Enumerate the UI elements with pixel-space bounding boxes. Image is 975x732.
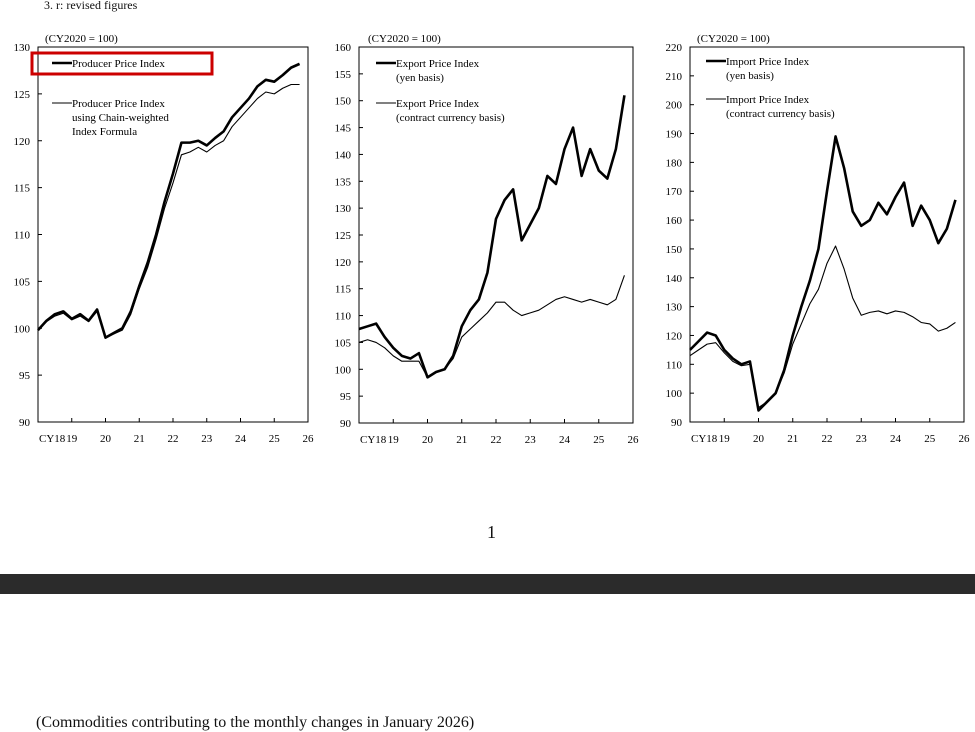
legend-label-2: Import Price Index bbox=[726, 94, 810, 106]
x-tick-label: 22 bbox=[822, 433, 833, 445]
x-tick-label: 26 bbox=[628, 434, 640, 446]
x-tick-label: 23 bbox=[525, 434, 537, 446]
y-tick-label: 100 bbox=[666, 388, 683, 400]
y-tick-label: 90 bbox=[340, 418, 352, 430]
x-tick-label: 19 bbox=[388, 434, 400, 446]
y-tick-label: 115 bbox=[335, 284, 352, 296]
y-tick-label: 145 bbox=[335, 123, 352, 135]
page-number: 1 bbox=[487, 522, 496, 542]
producer-price-index-chart: 90 95 100 105 110 115 120 125 130 CY18 19 20 21 22 23 2… bbox=[14, 33, 315, 445]
legend-label-2: Export Price Index bbox=[396, 98, 480, 110]
legend-label-2: (contract currency basis) bbox=[726, 108, 835, 120]
x-tick-label: 23 bbox=[856, 433, 868, 445]
x-tick-label: 25 bbox=[924, 433, 936, 445]
y-tick-label: 100 bbox=[14, 323, 31, 335]
y-tick-label: 90 bbox=[19, 417, 31, 429]
y-tick-label: 110 bbox=[14, 230, 31, 242]
x-tick-label: CY18 bbox=[360, 434, 387, 446]
x-tick-label: 22 bbox=[168, 433, 179, 445]
x-tick-label: CY18 bbox=[691, 433, 718, 445]
y-tick-label: 120 bbox=[335, 257, 352, 269]
export-price-index-chart: 90 95 100 105 110 115 120 125 130 135 140 145 150 155… bbox=[335, 33, 640, 446]
import-price-index-chart: 90 100 110 120 130 140 150 160 170 180 190 200 210 22… bbox=[666, 33, 971, 445]
y-tick-label: 130 bbox=[666, 302, 683, 314]
highlight-box bbox=[30, 51, 214, 76]
series-line-1 bbox=[358, 95, 626, 379]
y-tick-label: 155 bbox=[335, 69, 352, 81]
x-tick-label: 20 bbox=[422, 434, 434, 446]
y-tick-label: 170 bbox=[666, 186, 683, 198]
y-tick-label: 90 bbox=[671, 417, 683, 429]
y-tick-label: 160 bbox=[666, 215, 683, 227]
legend-label-2: using Chain-weighted bbox=[72, 112, 169, 124]
y-tick-label: 150 bbox=[666, 244, 683, 256]
y-tick-label: 190 bbox=[666, 129, 683, 141]
legend-label-1: (yen basis) bbox=[726, 70, 774, 82]
y-tick-label: 105 bbox=[14, 276, 31, 288]
legend-label-1: Import Price Index bbox=[726, 56, 810, 68]
series-line-2 bbox=[689, 245, 956, 409]
y-tick-label: 95 bbox=[340, 391, 352, 403]
unit-label: (CY2020 = 100) bbox=[368, 33, 441, 45]
legend-label-1: (yen basis) bbox=[396, 72, 444, 84]
y-tick-label: 120 bbox=[14, 136, 31, 148]
x-tick-label: CY18 bbox=[39, 433, 66, 445]
series-line-1 bbox=[689, 135, 957, 412]
legend-label-1: Export Price Index bbox=[396, 58, 480, 70]
x-tick-label: 26 bbox=[959, 433, 971, 445]
x-tick-label: 26 bbox=[303, 433, 315, 445]
y-tick-label: 105 bbox=[335, 337, 352, 349]
y-tick-label: 200 bbox=[666, 100, 683, 112]
y-tick-label: 180 bbox=[666, 157, 683, 169]
y-tick-label: 160 bbox=[335, 42, 352, 54]
legend-label-1: Producer Price Index bbox=[72, 58, 165, 70]
x-tick-label: 22 bbox=[491, 434, 502, 446]
y-tick-label: 130 bbox=[335, 203, 352, 215]
x-tick-label: 24 bbox=[235, 433, 247, 445]
x-tick-label: 20 bbox=[753, 433, 765, 445]
note-revised-figures: 3. r: revised figures bbox=[44, 0, 138, 12]
x-tick-label: 19 bbox=[66, 433, 78, 445]
x-tick-label: 21 bbox=[456, 434, 467, 446]
y-tick-label: 220 bbox=[666, 42, 683, 54]
y-tick-label: 95 bbox=[19, 370, 31, 382]
x-tick-label: 21 bbox=[787, 433, 798, 445]
x-tick-label: 24 bbox=[890, 433, 902, 445]
unit-label: (CY2020 = 100) bbox=[45, 33, 118, 45]
series-line-2 bbox=[37, 83, 300, 339]
x-tick-label: 25 bbox=[593, 434, 605, 446]
y-tick-label: 115 bbox=[14, 183, 31, 195]
x-tick-label: 19 bbox=[719, 433, 731, 445]
series-line-2 bbox=[358, 275, 625, 378]
y-tick-label: 140 bbox=[335, 149, 352, 161]
y-tick-label: 100 bbox=[335, 364, 352, 376]
y-tick-label: 110 bbox=[666, 359, 683, 371]
x-tick-label: 21 bbox=[134, 433, 145, 445]
section-heading: (Commodities contributing to the monthly… bbox=[36, 714, 475, 731]
legend-label-2: Producer Price Index bbox=[72, 98, 165, 110]
x-tick-label: 25 bbox=[269, 433, 281, 445]
page-separator-bar bbox=[0, 574, 975, 594]
legend-label-2: Index Formula bbox=[72, 126, 137, 138]
x-tick-label: 24 bbox=[559, 434, 571, 446]
x-tick-label: 23 bbox=[201, 433, 213, 445]
y-tick-label: 130 bbox=[14, 42, 31, 54]
y-tick-label: 125 bbox=[14, 89, 31, 101]
y-tick-label: 140 bbox=[666, 273, 683, 285]
y-tick-label: 135 bbox=[335, 176, 352, 188]
y-tick-label: 150 bbox=[335, 96, 352, 108]
series-line-1 bbox=[37, 62, 301, 339]
y-tick-label: 125 bbox=[335, 230, 352, 242]
legend-label-2: (contract currency basis) bbox=[396, 112, 505, 124]
y-tick-label: 210 bbox=[666, 71, 683, 83]
y-tick-label: 120 bbox=[666, 330, 683, 342]
unit-label: (CY2020 = 100) bbox=[697, 33, 770, 45]
x-tick-label: 20 bbox=[100, 433, 112, 445]
y-tick-label: 110 bbox=[335, 311, 352, 323]
